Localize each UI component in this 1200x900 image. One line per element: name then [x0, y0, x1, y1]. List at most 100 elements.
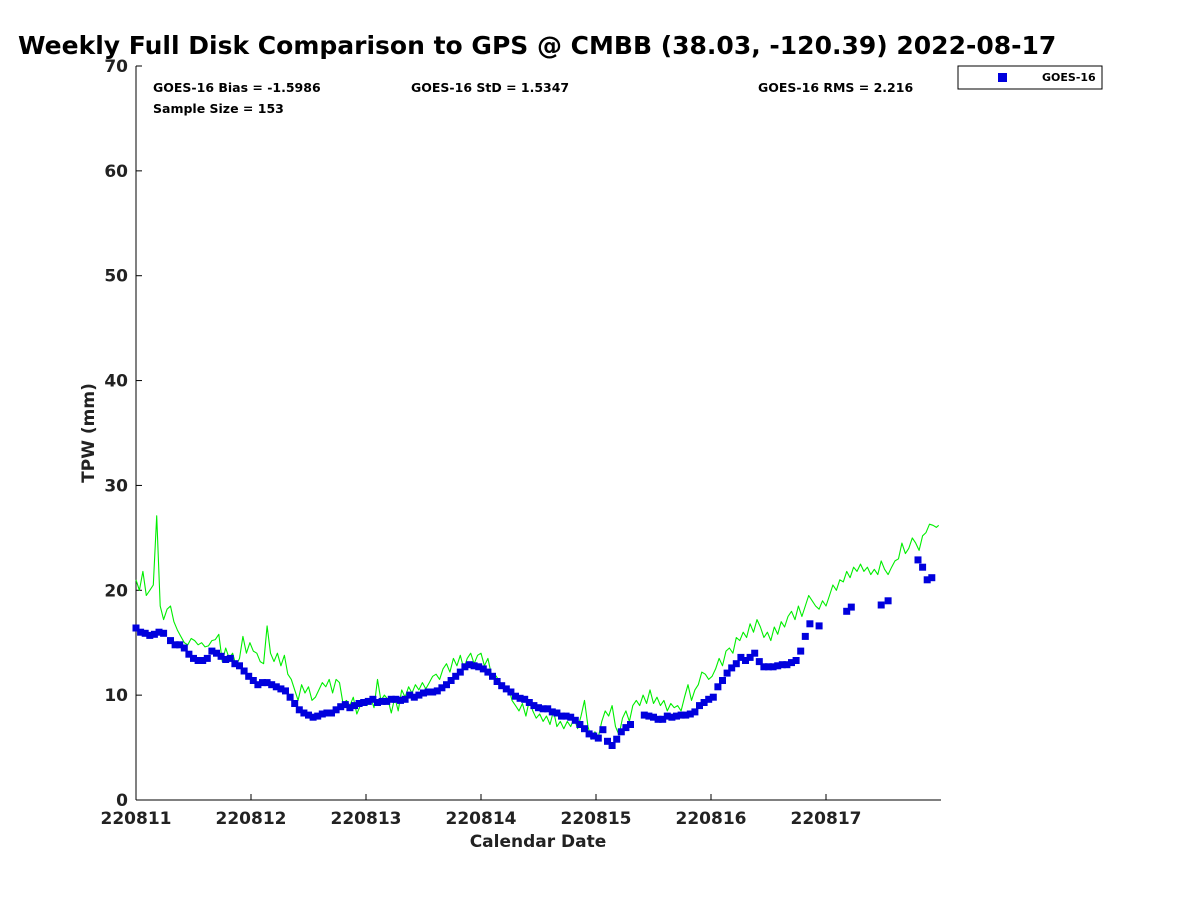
goes16-point — [466, 661, 473, 669]
goes16-point — [397, 696, 404, 704]
goes16-point — [599, 726, 607, 734]
goes16-point — [682, 711, 690, 719]
goes16-point — [328, 709, 335, 717]
goes16-point — [806, 620, 814, 628]
goes16-point — [627, 721, 634, 728]
goes16-point — [640, 711, 648, 719]
goes16-point — [410, 693, 418, 701]
goes16-point — [226, 654, 234, 662]
goes16-point — [877, 601, 885, 609]
goes16-point — [558, 712, 565, 720]
x-tick-label: 220813 — [331, 809, 402, 829]
chart-title: Weekly Full Disk Comparison to GPS @ CMB… — [18, 31, 1056, 60]
goes16-point — [700, 699, 708, 706]
goes16-point — [507, 688, 515, 696]
goes16-point — [240, 667, 248, 675]
goes16-point — [387, 695, 395, 703]
goes16-point — [567, 713, 575, 721]
goes16-point — [751, 649, 759, 657]
goes16-point — [249, 677, 257, 684]
goes16-point — [383, 697, 391, 705]
goes16-point — [364, 697, 372, 705]
goes16-point — [525, 699, 533, 706]
goes16-point — [576, 721, 584, 728]
goes16-point — [132, 624, 140, 632]
goes16-point — [732, 660, 740, 668]
goes16-point — [668, 713, 676, 721]
x-axis-ticks: 220811 220812 220813 220814 220815 220816 2208… — [101, 794, 861, 829]
y-tick-label: 50 — [104, 267, 128, 287]
goes16-point — [369, 695, 377, 703]
goes16-point — [351, 702, 358, 710]
goes16-point — [847, 603, 855, 611]
goes16-point — [346, 704, 354, 712]
plot-area — [135, 66, 941, 801]
goes16-point — [691, 708, 699, 716]
goes16-point — [433, 687, 441, 695]
goes16-point — [801, 632, 809, 640]
goes16-point — [259, 679, 266, 687]
goes16-point — [341, 701, 349, 709]
goes16-point — [305, 711, 312, 719]
legend-label: GOES-16 — [1042, 71, 1096, 84]
goes16-point — [456, 668, 464, 676]
goes16-point — [659, 715, 667, 723]
goes16-point — [424, 688, 432, 696]
goes16-point — [645, 712, 653, 720]
goes16-point — [516, 694, 524, 702]
y-tick-label: 70 — [104, 57, 128, 77]
goes16-point — [548, 708, 556, 716]
goes16-point — [401, 695, 409, 703]
goes16-point — [728, 664, 736, 672]
goes16-point — [314, 712, 322, 720]
goes16-point — [714, 683, 722, 691]
goes16-point — [332, 706, 340, 714]
goes16-point — [470, 662, 478, 670]
goes16-point — [539, 705, 547, 713]
goes16-point — [378, 697, 386, 705]
goes16-point — [155, 628, 163, 636]
goes16-point — [594, 734, 602, 742]
y-tick-label: 40 — [104, 372, 128, 392]
goes16-point — [723, 669, 731, 677]
goes16-point — [415, 691, 423, 699]
goes16-point — [654, 715, 662, 723]
goes16-point — [236, 662, 243, 670]
rms-stat: GOES-16 RMS = 2.216 — [758, 80, 913, 95]
goes16-point — [199, 657, 207, 664]
goes16-point — [213, 649, 220, 657]
goes16-point — [245, 672, 253, 680]
goes16-point — [928, 574, 936, 582]
goes16-point — [461, 663, 469, 671]
y-tick-label: 60 — [104, 162, 128, 182]
goes16-point — [673, 712, 680, 720]
goes16-point — [815, 622, 823, 630]
goes16-point — [443, 681, 450, 689]
goes16-point — [585, 730, 593, 738]
goes16-point — [797, 647, 805, 655]
goes16-point — [479, 665, 487, 673]
goes16-point — [590, 732, 598, 740]
goes16-point — [160, 629, 168, 637]
goes16-series — [132, 556, 936, 749]
y-tick-label: 0 — [116, 791, 128, 811]
goes16-point — [530, 702, 538, 710]
goes16-point — [222, 656, 230, 663]
goes16-point — [769, 663, 777, 671]
goes16-point — [746, 653, 754, 661]
goes16-point — [553, 709, 561, 717]
gps-series — [135, 515, 940, 740]
goes16-point — [765, 663, 772, 671]
goes16-point — [141, 629, 149, 637]
goes16-point — [760, 663, 768, 671]
sample-size-stat: Sample Size = 153 — [153, 101, 284, 116]
goes16-point — [452, 672, 460, 680]
goes16-point — [374, 699, 381, 706]
gps-line — [135, 515, 940, 740]
y-tick-label: 30 — [104, 476, 128, 496]
goes16-point — [493, 678, 501, 685]
x-tick-label: 220815 — [561, 809, 632, 829]
x-tick-label: 220812 — [216, 809, 287, 829]
goes16-point — [392, 695, 400, 703]
